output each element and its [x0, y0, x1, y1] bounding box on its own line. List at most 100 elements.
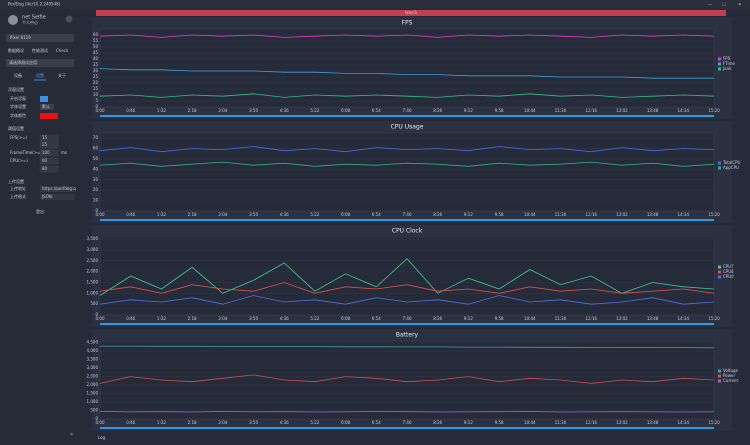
font-select[interactable] [40, 104, 54, 110]
select[interactable] [40, 194, 74, 200]
x-tick-label: 1:32 [157, 316, 166, 321]
x-tick-label: 6:08 [341, 108, 350, 113]
close-button[interactable]: ✕ [738, 2, 741, 7]
x-tick-label: 3:04 [218, 316, 227, 321]
x-tick-label: 0:00 [96, 108, 105, 113]
y-tick-label: 500 [90, 301, 98, 306]
time-scrollbar[interactable] [100, 323, 714, 325]
time-scrollbar[interactable] [100, 115, 714, 117]
time-scrollbar[interactable] [100, 427, 714, 429]
x-tick-label: 1:32 [157, 420, 166, 425]
input[interactable] [39, 165, 59, 173]
x-tick-label: 4:36 [280, 420, 289, 425]
settings-button[interactable] [65, 15, 73, 23]
legend-label: Voltage [723, 368, 739, 373]
input[interactable] [39, 149, 59, 157]
legend-swatch [718, 161, 721, 165]
float-toggle[interactable] [40, 96, 48, 102]
input[interactable] [39, 157, 59, 165]
input-value: 100 [42, 150, 50, 155]
y-tick-label: 35 [93, 62, 99, 67]
legend-label: CPU0 [723, 274, 734, 279]
top-tab[interactable]: 性能测试 [32, 47, 48, 53]
font-value: 默认 [42, 103, 50, 109]
time-scrollbar[interactable] [100, 219, 714, 221]
plot-area [99, 340, 715, 420]
x-tick-label: 13:48 [647, 316, 659, 321]
app-select[interactable] [6, 59, 74, 67]
legend-swatch [718, 67, 721, 71]
tab[interactable]: 关于 [58, 72, 66, 78]
legend-swatch [718, 379, 721, 383]
logout-button[interactable]: 登出 [36, 208, 44, 214]
chart-title: Battery [396, 332, 419, 339]
series-line [99, 68, 714, 79]
field-label: FPS(>=) [10, 135, 28, 140]
maximize-button[interactable]: ☐ [722, 2, 726, 7]
y-tick-label: 3,000 [87, 365, 99, 370]
label-text: label1 [405, 10, 418, 15]
x-tick-label: 13:02 [616, 316, 628, 321]
legend-swatch [718, 265, 721, 269]
series-line [100, 345, 715, 349]
y-tick-label: 40 [93, 56, 99, 61]
user-sub[interactable]: 个人中心 [22, 19, 38, 25]
legend-swatch [718, 62, 721, 66]
series-line [99, 411, 715, 413]
input[interactable] [39, 141, 59, 149]
x-tick-label: 5:22 [310, 108, 319, 113]
y-tick-label: 45 [93, 50, 99, 55]
legend-label: FTime [723, 61, 736, 66]
unit: ms [61, 150, 67, 155]
x-tick-label: 13:48 [647, 108, 659, 113]
x-tick-label: 0:46 [126, 212, 135, 217]
top-tab[interactable]: 数据概况 [8, 47, 24, 53]
x-tick-label: 12:16 [585, 420, 597, 425]
section-title: 浮窗设置 [8, 86, 24, 92]
top-tab[interactable]: Check [56, 48, 69, 53]
tab[interactable]: 设备 [14, 72, 22, 78]
input[interactable] [39, 134, 59, 142]
select-value: JSON [41, 194, 52, 199]
y-tick-label: 20 [93, 187, 99, 192]
y-tick-label: 30 [93, 68, 99, 73]
x-tick-label: 6:08 [341, 420, 350, 425]
log-button[interactable]: Log [98, 435, 106, 440]
avatar[interactable] [8, 15, 18, 25]
y-tick-label: 25 [93, 74, 99, 79]
y-tick-label: 10 [93, 92, 99, 97]
input[interactable] [40, 186, 74, 192]
tab-active[interactable]: 设置 [36, 72, 44, 78]
window-title: PerfDog (Ver10.2.240548) [8, 2, 61, 7]
minimize-button[interactable]: — [708, 2, 712, 7]
device-select[interactable] [6, 34, 74, 42]
x-tick-label: 12:16 [585, 212, 597, 217]
x-tick-label: 6:54 [372, 108, 381, 113]
y-tick-label: 2,000 [87, 269, 99, 274]
y-tick-label: 3,000 [87, 247, 99, 252]
legend-label: Current [723, 378, 738, 383]
font-color-swatch[interactable] [40, 113, 58, 119]
chart-title: CPU Clock [392, 228, 423, 235]
series-line [99, 93, 715, 98]
input-value: 25 [42, 142, 48, 147]
x-tick-label: 3:04 [218, 212, 227, 217]
x-tick-label: 7:40 [403, 212, 412, 217]
collapse-button[interactable]: « [70, 432, 73, 438]
legend-label: CPU7 [723, 264, 734, 269]
legend-swatch [718, 270, 721, 274]
x-tick-label: 6:08 [341, 316, 350, 321]
x-tick-label: 0:46 [126, 108, 135, 113]
y-tick-label: 1,000 [87, 290, 99, 295]
series-line [99, 258, 715, 296]
input-value: 15 [42, 135, 48, 140]
plot-area [99, 132, 715, 212]
x-tick-label: 13:02 [616, 212, 628, 217]
x-tick-label: 3:50 [249, 108, 258, 113]
x-tick-label: 8:26 [433, 108, 442, 113]
x-tick-label: 9:12 [464, 108, 473, 113]
y-tick-label: 1,500 [87, 280, 99, 285]
section-title: 上传设置 [8, 178, 24, 184]
